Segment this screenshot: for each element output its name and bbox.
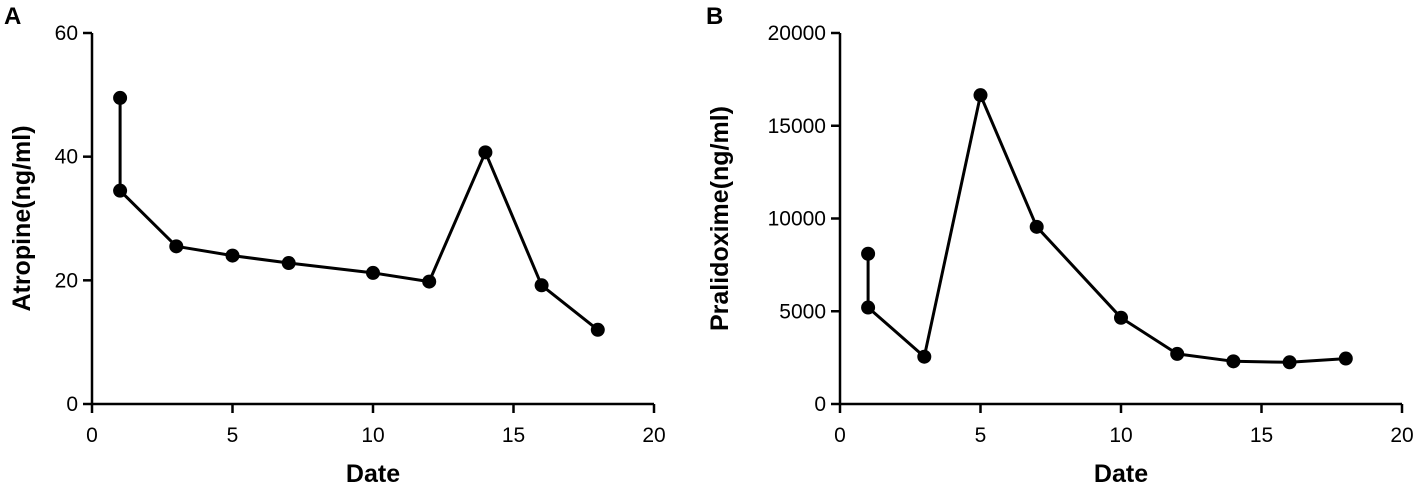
panel-label: B xyxy=(706,3,723,30)
data-point xyxy=(1226,354,1241,369)
x-tick-label: 20 xyxy=(1390,424,1413,447)
data-point xyxy=(366,265,380,280)
y-tick-label: 60 xyxy=(55,22,78,45)
data-point xyxy=(917,349,932,364)
data-point xyxy=(534,278,549,293)
x-tick-label: 0 xyxy=(86,424,98,447)
y-axis-title: Pralidoxime(ng/ml) xyxy=(706,106,734,331)
y-axis-title: Atropine(ng/ml) xyxy=(8,125,36,311)
data-point xyxy=(113,183,128,198)
x-tick-label: 10 xyxy=(1109,424,1132,447)
data-point xyxy=(973,88,988,103)
data-point xyxy=(113,90,128,105)
x-tick-label: 15 xyxy=(1250,424,1273,447)
data-point xyxy=(590,322,605,337)
data-point xyxy=(1170,346,1185,361)
data-point xyxy=(861,246,876,261)
series-line xyxy=(866,93,1346,364)
panel-label: A xyxy=(4,3,21,30)
panel-b: B 0 5000 10000 15000 20000 0 5 10 15 20 Date Pralido… xyxy=(706,3,1414,488)
data-point xyxy=(478,145,493,160)
x-tick-label: 10 xyxy=(361,424,384,447)
series-line xyxy=(118,97,599,331)
x-tick-label: 15 xyxy=(502,424,525,447)
x-tick-label: 5 xyxy=(227,424,239,447)
y-tick-label: 15000 xyxy=(768,115,826,138)
data-point xyxy=(169,239,184,254)
y-tick-label: 20000 xyxy=(768,22,826,45)
data-point xyxy=(1338,351,1353,366)
data-point xyxy=(281,256,296,271)
y-tick-label: 0 xyxy=(66,393,78,416)
y-tick-label: 20 xyxy=(55,269,78,292)
data-point xyxy=(1282,355,1297,370)
data-point xyxy=(422,274,437,289)
x-axis-title: Date xyxy=(346,460,400,488)
y-tick-label: 5000 xyxy=(779,300,826,323)
data-point xyxy=(225,248,240,263)
y-tick-label: 0 xyxy=(814,393,826,416)
x-axis-title: Date xyxy=(1094,460,1148,488)
x-tick-label: 20 xyxy=(642,424,665,447)
data-point xyxy=(1029,219,1044,234)
data-point xyxy=(1114,310,1128,325)
y-tick-label: 40 xyxy=(55,146,78,169)
x-tick-label: 5 xyxy=(975,424,987,447)
y-tick-label: 10000 xyxy=(768,208,826,231)
data-point xyxy=(861,300,876,315)
x-tick-label: 0 xyxy=(834,424,846,447)
panel-a: A 0 20 40 60 0 5 10 15 20 Date Atropine(ng/ml) xyxy=(4,3,666,488)
